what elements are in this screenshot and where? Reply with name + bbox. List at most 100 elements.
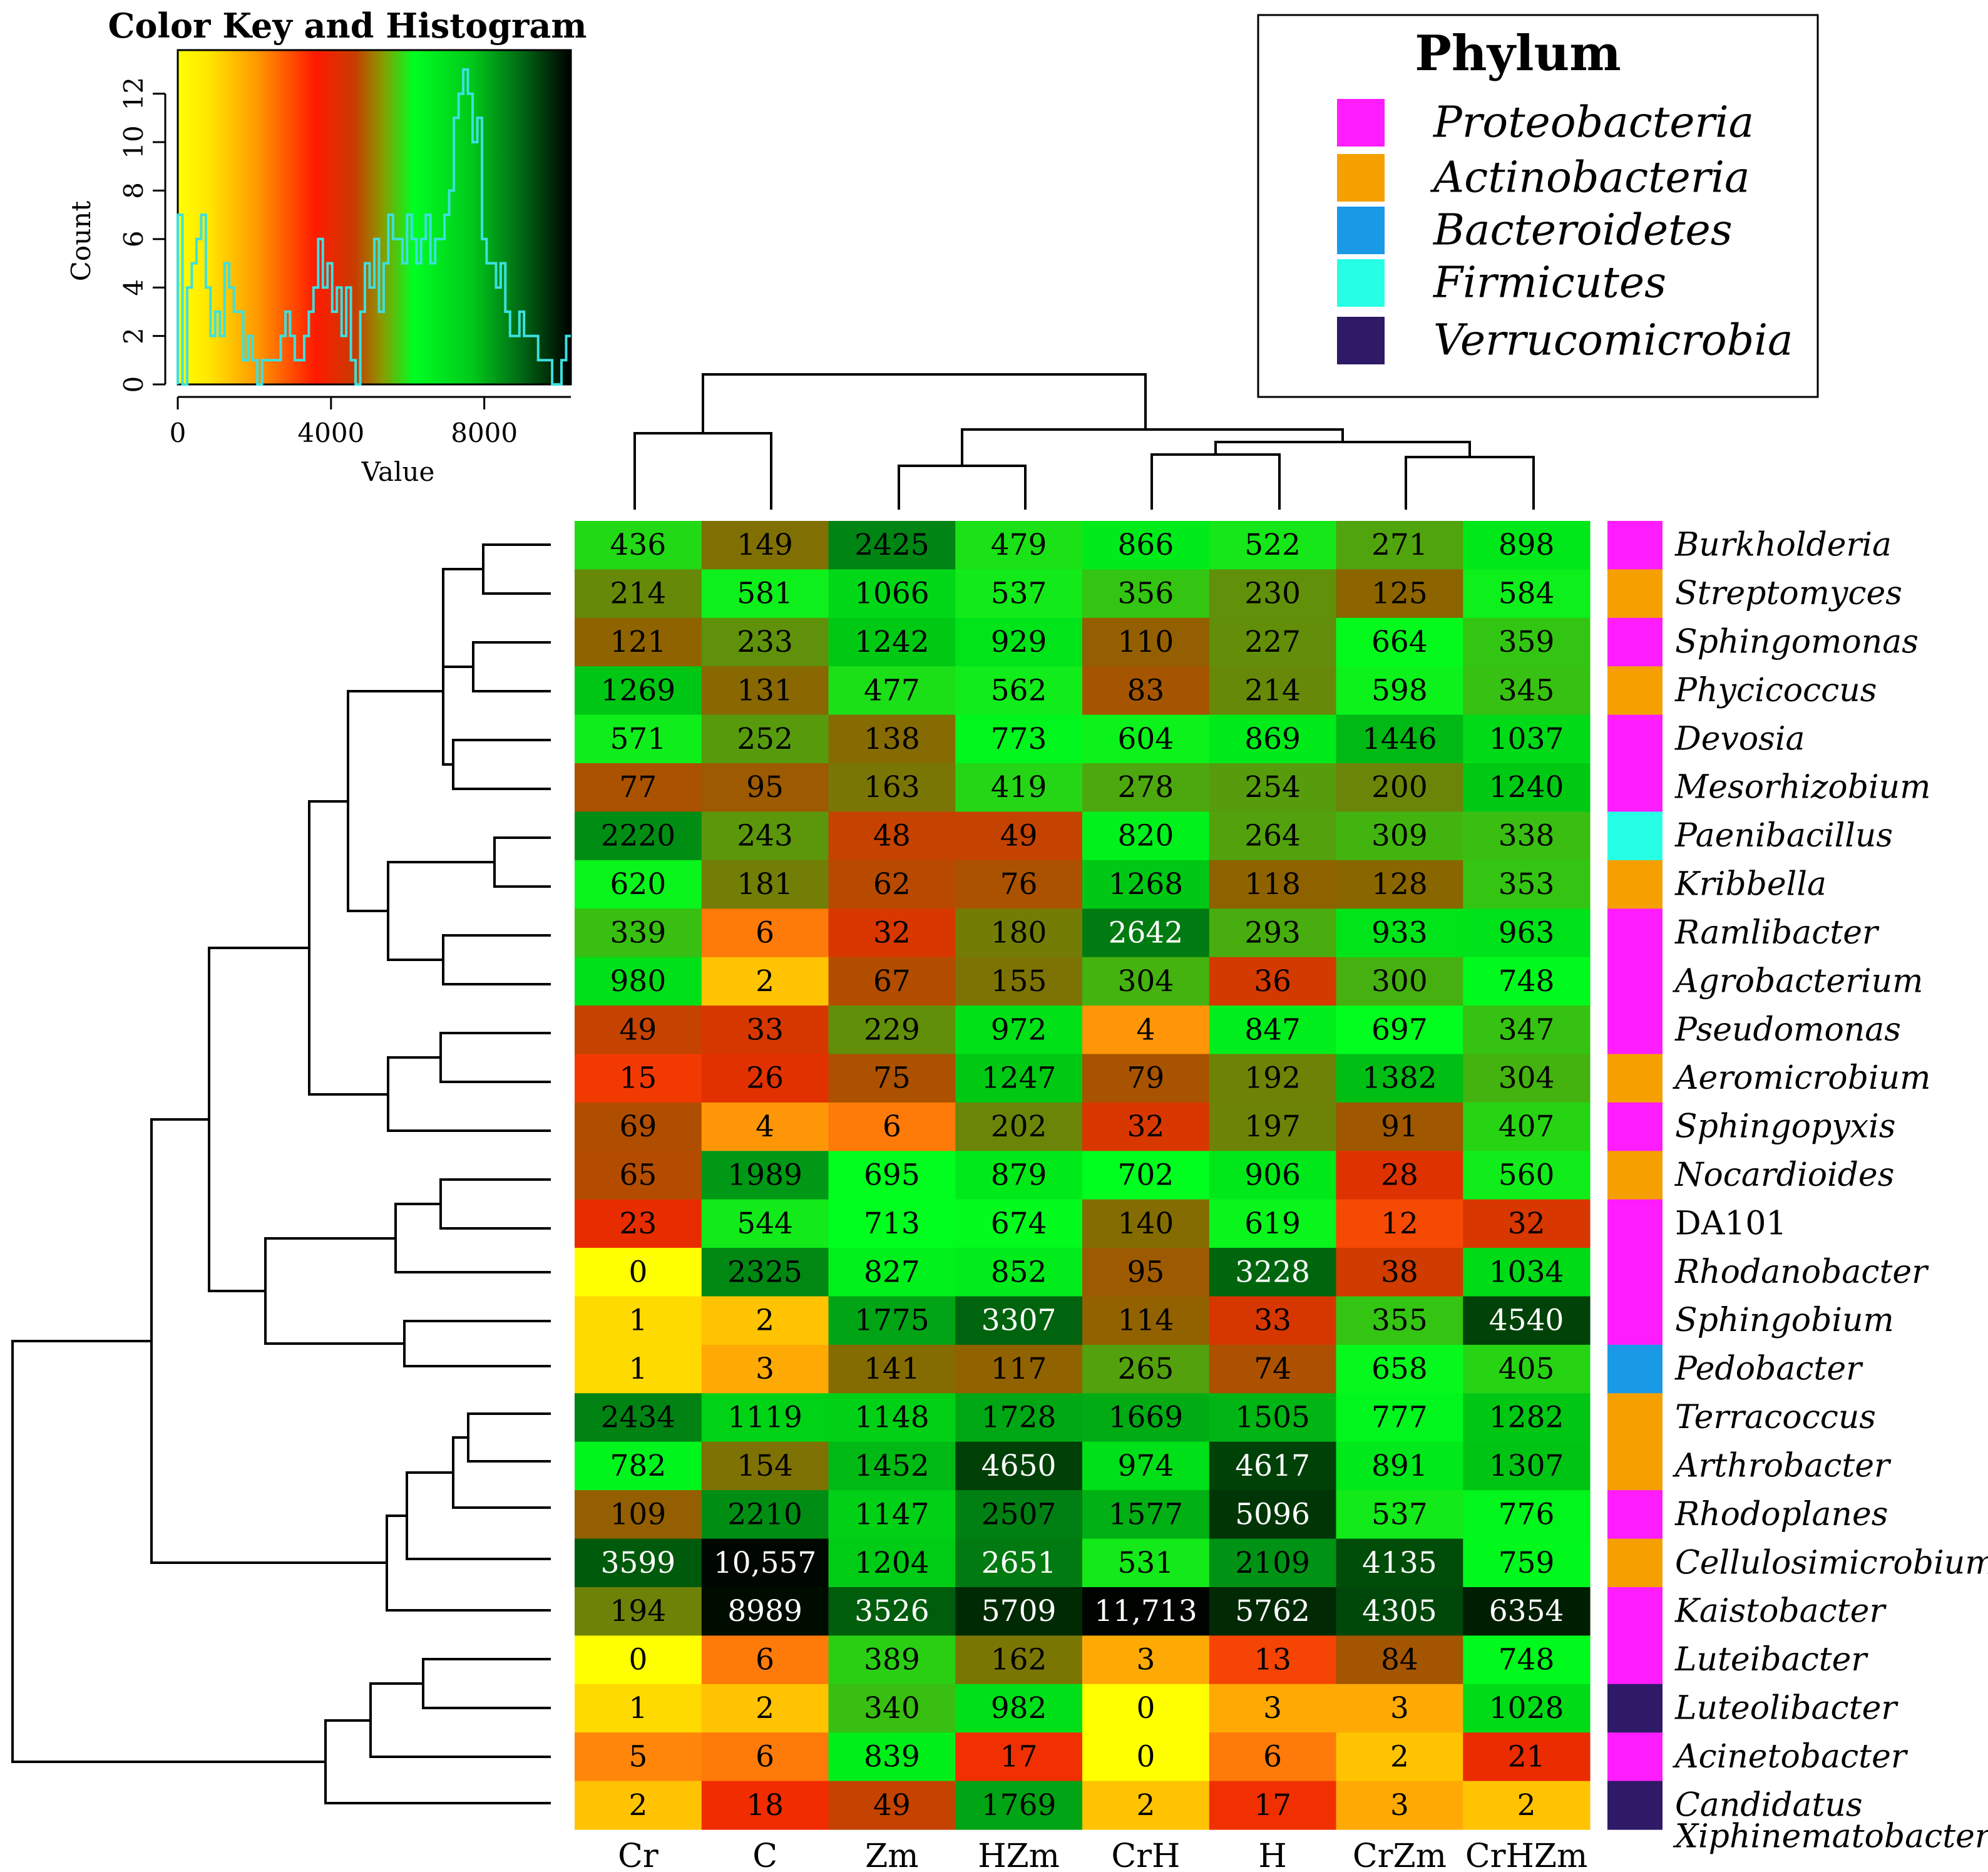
heat-cell-luteolibacter-crzm: [1336, 1684, 1463, 1733]
cell-label-kribbella-hzm: 76: [1000, 867, 1038, 902]
cell-label-kribbella-h: 118: [1244, 867, 1301, 902]
heat-cell-acinetobacter-hzm: [955, 1732, 1083, 1782]
heat-cell-kribbella-h: [1209, 860, 1337, 909]
heat-cell-rhodanobacter-zm: [828, 1248, 956, 1297]
row-label-line: Xiphinematobacter: [1673, 1818, 1988, 1855]
heat-cell-burkholderia-crh: [1082, 521, 1210, 570]
cell-label-candidatus-xiphinematobacter-zm: 49: [873, 1788, 911, 1823]
cell-label-burkholderia-cr: 436: [610, 528, 667, 562]
cell-label-arthrobacter-crhzm: 1307: [1489, 1449, 1564, 1483]
cell-label-mesorhizobium-crh: 278: [1118, 770, 1174, 805]
heat-cell-burkholderia-crhzm: [1463, 521, 1591, 570]
heat-cell-sphingobium-crhzm: [1463, 1296, 1591, 1345]
row-dendro-g5: [387, 1056, 551, 1132]
cell-label-devosia-crhzm: 1037: [1489, 722, 1564, 756]
color-key-ylabel: Count: [66, 201, 96, 282]
row-label-sphingobium: Sphingobium: [1675, 1302, 1894, 1339]
row-dendro-paeni-krib: [493, 836, 551, 888]
heat-cell-nocardioides-zm: [828, 1151, 956, 1200]
cell-label-ramlibacter-h: 293: [1244, 916, 1301, 950]
cell-label-sphingomonas-cr: 121: [610, 625, 667, 659]
cell-label-aeromicrobium-crh: 79: [1127, 1061, 1164, 1096]
cell-label-terracoccus-crzm: 777: [1371, 1401, 1428, 1435]
col-label-crh: CrH: [1111, 1838, 1180, 1872]
cell-label-rhodanobacter-crzm: 38: [1381, 1255, 1418, 1289]
row-dendro-g15: [324, 1719, 551, 1804]
cell-label-devosia-hzm: 773: [991, 722, 1047, 756]
cell-label-pedobacter-crh: 265: [1118, 1352, 1174, 1386]
heat-cell-sphingopyxis-crh: [1082, 1102, 1210, 1151]
heat-cell-sphingopyxis-crzm: [1336, 1102, 1463, 1151]
heat-cell-kribbella-zm: [828, 860, 956, 909]
row-label-kaistobacter: Kaistobacter: [1674, 1593, 1887, 1630]
row-label-paenibacillus: Paenibacillus: [1674, 817, 1893, 855]
heat-cell-cellulosimicrobium-hzm: [955, 1538, 1083, 1588]
cell-label-phycicoccus-crhzm: 345: [1499, 673, 1555, 707]
heat-cell-rhodanobacter-c: [701, 1248, 829, 1297]
cell-label-candidatus-xiphinematobacter-h: 17: [1254, 1788, 1291, 1823]
cell-label-kribbella-crzm: 128: [1371, 867, 1428, 902]
heat-cell-candidatus-xiphinematobacter-zm: [828, 1781, 956, 1830]
heat-cell-candidatus-xiphinematobacter-crh: [1082, 1781, 1210, 1830]
heat-cell-kribbella-cr: [575, 860, 702, 909]
heat-cell-terracoccus-c: [701, 1393, 829, 1443]
phylum-bar-pedobacter: [1607, 1344, 1663, 1394]
color-key-xlabel: Value: [361, 456, 435, 487]
heat-cell-aeromicrobium-crzm: [1336, 1054, 1463, 1103]
phylum-bar-nocardioides: [1607, 1151, 1663, 1200]
heat-cell-luteibacter-crzm: [1336, 1635, 1463, 1685]
phylum-bar-sphingomonas: [1607, 617, 1663, 667]
heat-cell-luteolibacter-h: [1209, 1684, 1337, 1733]
heat-cell-burkholderia-h: [1209, 521, 1337, 570]
heat-cell-paenibacillus-cr: [575, 811, 702, 861]
cell-label-luteibacter-hzm: 162: [991, 1643, 1047, 1677]
cell-label-pseudomonas-c: 33: [746, 1012, 784, 1047]
cell-label-aeromicrobium-crhzm: 304: [1499, 1061, 1555, 1096]
cell-label-luteolibacter-crhzm: 1028: [1489, 1691, 1564, 1725]
cell-label-luteolibacter-c: 2: [756, 1691, 774, 1725]
heat-cell-sphingobium-c: [701, 1296, 829, 1345]
cell-label-rhodanobacter-cr: 0: [628, 1255, 647, 1289]
heat-cell-kribbella-c: [701, 860, 829, 909]
cell-label-streptomyces-crzm: 125: [1371, 577, 1428, 611]
heat-cell-burkholderia-zm: [828, 521, 956, 570]
cell-label-mesorhizobium-hzm: 419: [991, 770, 1047, 805]
cell-label-da101-hzm: 674: [991, 1206, 1047, 1241]
heat-cell-arthrobacter-zm: [828, 1441, 956, 1491]
cell-label-sphingomonas-zm: 1242: [854, 625, 930, 659]
cell-label-acinetobacter-crh: 0: [1136, 1739, 1155, 1774]
heat-cell-cellulosimicrobium-crhzm: [1463, 1538, 1591, 1588]
heat-cell-aeromicrobium-crh: [1082, 1054, 1210, 1103]
heat-cell-acinetobacter-crhzm: [1463, 1732, 1591, 1782]
heat-cell-luteolibacter-cr: [575, 1684, 702, 1733]
heat-cell-pedobacter-crh: [1082, 1344, 1210, 1394]
cell-label-rhodoplanes-cr: 109: [610, 1497, 667, 1531]
cell-label-sphingobium-crzm: 355: [1371, 1304, 1428, 1338]
cell-label-agrobacterium-crh: 304: [1118, 964, 1174, 999]
heat-cell-cellulosimicrobium-h: [1209, 1538, 1337, 1588]
cell-label-acinetobacter-h: 6: [1263, 1739, 1282, 1774]
row-label-burkholderia: Burkholderia: [1674, 527, 1892, 564]
row-label-pedobacter: Pedobacter: [1674, 1350, 1863, 1388]
heat-cell-kaistobacter-h: [1209, 1587, 1337, 1636]
heat-cell-kaistobacter-crhzm: [1463, 1587, 1591, 1636]
heat-cell-sphingomonas-crhzm: [1463, 617, 1591, 667]
col-label-c: C: [752, 1838, 777, 1872]
cell-label-pedobacter-hzm: 117: [991, 1352, 1047, 1386]
cell-label-sphingomonas-crhzm: 359: [1499, 625, 1555, 659]
key-y-tick-label: 0: [118, 376, 149, 393]
legend-title: Phylum: [1415, 25, 1621, 82]
row-label-acinetobacter: Acinetobacter: [1673, 1738, 1909, 1776]
cell-label-kaistobacter-c: 8989: [727, 1594, 802, 1628]
cell-label-pedobacter-crhzm: 405: [1499, 1352, 1555, 1386]
cell-label-luteolibacter-cr: 1: [628, 1691, 647, 1725]
cell-label-paenibacillus-hzm: 49: [1000, 819, 1038, 853]
cell-label-aeromicrobium-c: 26: [746, 1061, 784, 1096]
heat-cell-luteolibacter-crhzm: [1463, 1684, 1591, 1733]
cell-label-phycicoccus-crzm: 598: [1371, 673, 1428, 707]
heat-cell-rhodanobacter-crh: [1082, 1248, 1210, 1297]
cell-label-rhodoplanes-c: 2210: [727, 1497, 802, 1531]
row-label-kribbella: Kribbella: [1674, 866, 1827, 903]
cell-label-terracoccus-zm: 1148: [854, 1401, 930, 1435]
